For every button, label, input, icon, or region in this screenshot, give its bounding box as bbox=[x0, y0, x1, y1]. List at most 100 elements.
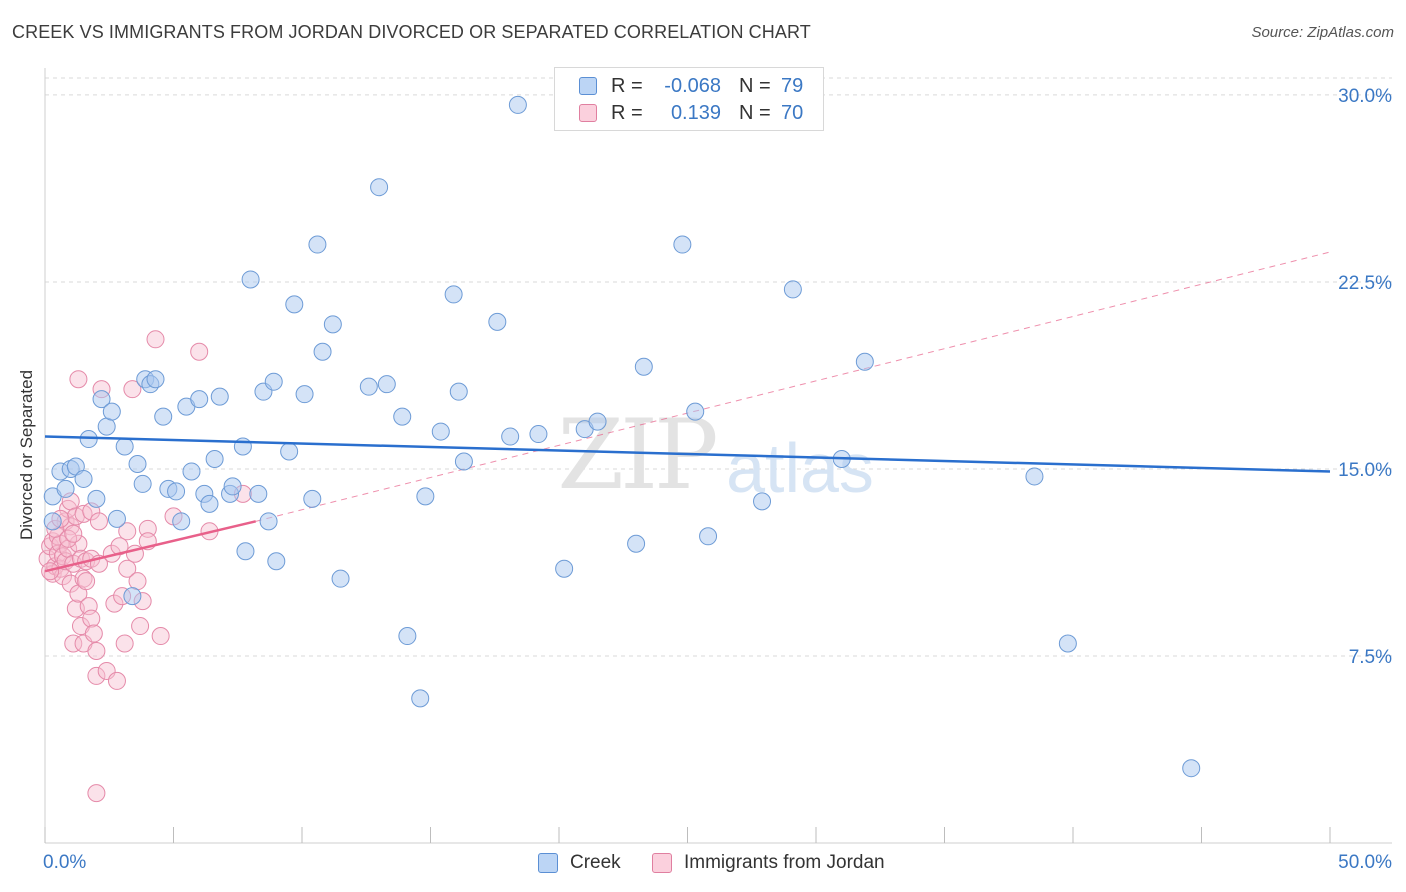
creek-point bbox=[370, 178, 389, 197]
creek-point bbox=[241, 270, 260, 289]
creek-point bbox=[323, 315, 342, 334]
creek-point bbox=[431, 422, 450, 441]
correlation-legend: R = -0.068 N = 79 R = 0.139 N = 70 bbox=[554, 67, 824, 131]
creek-point bbox=[133, 474, 152, 493]
jordan-point bbox=[115, 634, 134, 653]
jordan-point bbox=[151, 627, 170, 646]
creek-point bbox=[205, 449, 224, 468]
jordan-point bbox=[64, 524, 83, 543]
creek-point bbox=[56, 479, 75, 498]
legend-n-value: 70 bbox=[781, 101, 804, 124]
creek-point bbox=[74, 469, 93, 488]
legend-n-value: 79 bbox=[781, 74, 804, 97]
jordan-point bbox=[77, 572, 96, 591]
creek-point bbox=[223, 477, 242, 496]
jordan-point bbox=[105, 594, 124, 613]
jordan-point bbox=[128, 572, 147, 591]
creek-point bbox=[699, 527, 718, 546]
trend-lines bbox=[255, 251, 1331, 522]
jordan-point bbox=[146, 330, 165, 349]
x-tick-min: 0.0% bbox=[43, 852, 87, 873]
creek-point bbox=[634, 357, 653, 376]
creek-point bbox=[753, 492, 772, 511]
creek-point bbox=[444, 285, 463, 304]
creek-point bbox=[449, 382, 468, 401]
creek-point bbox=[377, 375, 396, 394]
creek-legend-icon bbox=[538, 853, 558, 873]
creek-point bbox=[529, 425, 548, 444]
jordan-point bbox=[74, 569, 93, 588]
creek-point bbox=[627, 534, 646, 553]
creek-point bbox=[501, 427, 520, 446]
legend-item-jordan[interactable]: Immigrants from Jordan bbox=[652, 852, 885, 874]
jordan-point bbox=[107, 671, 126, 690]
jordan-point bbox=[59, 529, 78, 548]
legend-r-value: 0.139 bbox=[670, 101, 721, 124]
jordan-trend-line bbox=[44, 520, 257, 573]
creek-point bbox=[87, 489, 106, 508]
creek-point bbox=[686, 402, 705, 421]
creek-point bbox=[508, 95, 527, 114]
creek-point bbox=[1058, 634, 1077, 653]
creek-point bbox=[190, 390, 209, 409]
legend-label-jordan: Immigrants from Jordan bbox=[684, 852, 885, 873]
creek-point bbox=[488, 312, 507, 331]
creek-point bbox=[1182, 759, 1201, 778]
jordan-swatch-icon bbox=[579, 104, 597, 122]
creek-point bbox=[167, 482, 186, 501]
creek-point bbox=[359, 377, 378, 396]
creek-point bbox=[555, 559, 574, 578]
creek-point bbox=[200, 494, 219, 513]
y-tick-labels: 7.5% 15.0% 22.5% 30.0% bbox=[1338, 86, 1392, 668]
creek-point bbox=[588, 412, 607, 431]
jordan-point bbox=[138, 519, 157, 538]
source-attribution: Source: ZipAtlas.com bbox=[1251, 24, 1394, 41]
creek-point bbox=[308, 235, 327, 254]
jordan-point bbox=[87, 641, 106, 660]
y-tick-label: 15.0% bbox=[1338, 460, 1392, 481]
jordan-point bbox=[82, 609, 101, 628]
creek-trend-line bbox=[44, 435, 1331, 473]
jordan-legend-icon bbox=[652, 853, 672, 873]
creek-point bbox=[454, 452, 473, 471]
creek-point bbox=[1025, 467, 1044, 486]
creek-point bbox=[280, 442, 299, 461]
creek-point bbox=[303, 489, 322, 508]
jordan-point bbox=[64, 634, 83, 653]
jordan-point bbox=[118, 559, 137, 578]
creek-point bbox=[182, 462, 201, 481]
legend-item-creek[interactable]: Creek bbox=[538, 852, 621, 874]
creek-point bbox=[128, 454, 147, 473]
y-tick-label: 22.5% bbox=[1338, 273, 1392, 294]
y-tick-label: 30.0% bbox=[1338, 86, 1392, 107]
creek-point bbox=[673, 235, 692, 254]
axes bbox=[44, 68, 1392, 844]
x-tick-max: 50.0% bbox=[1338, 852, 1392, 873]
creek-point bbox=[97, 417, 116, 436]
legend-r-label: R = bbox=[611, 101, 643, 124]
jordan-point bbox=[69, 370, 88, 389]
jordan-trend-extension bbox=[255, 251, 1331, 522]
creek-point bbox=[267, 552, 286, 571]
creek-point bbox=[107, 509, 126, 528]
jordan-point bbox=[123, 380, 142, 399]
jordan-point bbox=[69, 534, 88, 553]
jordan-point bbox=[190, 342, 209, 361]
creek-point bbox=[259, 512, 278, 531]
creek-point bbox=[102, 402, 121, 421]
y-tick-label: 7.5% bbox=[1349, 647, 1392, 668]
creek-point bbox=[416, 487, 435, 506]
creek-points bbox=[43, 95, 1201, 778]
creek-point bbox=[43, 512, 62, 531]
jordan-point bbox=[89, 512, 108, 531]
jordan-point bbox=[118, 522, 137, 541]
creek-point bbox=[285, 295, 304, 314]
legend-label-creek: Creek bbox=[570, 852, 621, 873]
jordan-point bbox=[87, 666, 106, 685]
legend-n-label: N = bbox=[739, 74, 771, 97]
creek-point bbox=[236, 542, 255, 561]
legend-r-value: -0.068 bbox=[664, 74, 721, 97]
creek-point bbox=[154, 407, 173, 426]
creek-point bbox=[123, 587, 142, 606]
creek-point bbox=[264, 372, 283, 391]
